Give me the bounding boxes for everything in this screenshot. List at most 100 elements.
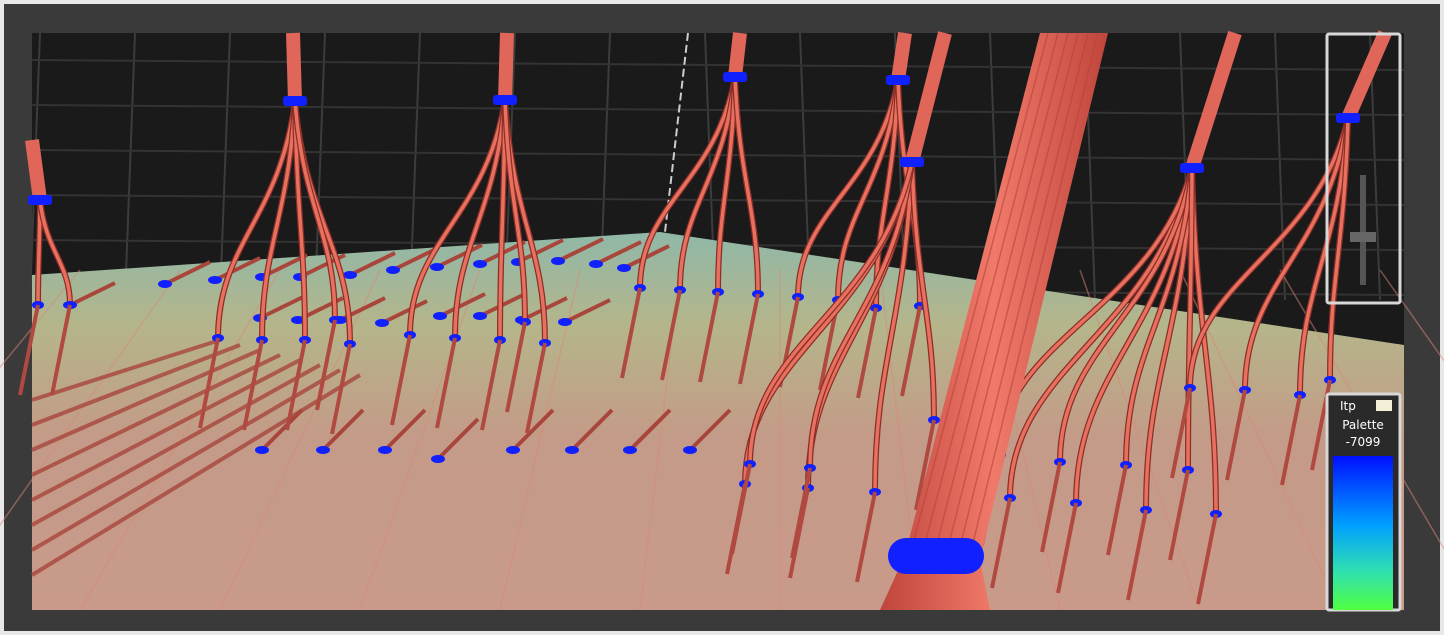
well-branch — [748, 161, 914, 465]
lateral — [31, 343, 241, 427]
ground-grid — [499, 269, 581, 611]
trunk-strand — [969, 32, 1099, 556]
well-branch — [293, 100, 337, 321]
lateral — [259, 294, 306, 320]
palette-swatch[interactable] — [1376, 400, 1392, 411]
well-branch — [836, 79, 900, 301]
well-marker — [430, 263, 444, 271]
well-trunk — [891, 31, 912, 82]
trunk-strand — [921, 32, 1059, 556]
slider-track — [1360, 175, 1366, 285]
lateral — [349, 251, 396, 277]
slider-thumb[interactable] — [1350, 232, 1376, 242]
well-branch — [503, 99, 527, 323]
lateral — [439, 292, 486, 318]
lateral — [738, 293, 760, 385]
junction-ring — [900, 157, 924, 167]
lateral — [688, 408, 732, 452]
well-marker — [565, 446, 579, 454]
lateral — [856, 307, 878, 399]
trunk-strand — [933, 32, 1069, 556]
well-branch — [678, 76, 737, 291]
well-branch — [1298, 117, 1350, 396]
well-trunk — [25, 139, 47, 201]
well-trunk — [286, 32, 302, 102]
lateral — [30, 373, 362, 577]
wall-grid — [31, 59, 1405, 71]
well-marker — [291, 316, 305, 324]
wall-grid — [31, 104, 1405, 116]
lateral — [517, 238, 564, 264]
lateral — [511, 408, 555, 452]
well-branch — [408, 99, 507, 336]
well-marker — [316, 446, 330, 454]
well-branch — [1144, 167, 1194, 511]
lateral — [315, 319, 337, 411]
well-trunk — [728, 32, 747, 78]
well-marker — [558, 318, 572, 326]
junction-ring — [493, 95, 517, 105]
well-marker — [431, 455, 445, 463]
well-branch — [216, 100, 297, 339]
wall-grid — [219, 32, 231, 301]
lateral — [525, 342, 547, 434]
well-branch — [873, 161, 914, 493]
lateral — [50, 304, 72, 396]
well-marker — [506, 446, 520, 454]
well-marker — [255, 446, 269, 454]
well-branch — [1058, 167, 1194, 463]
lateral — [18, 304, 40, 396]
lateral — [660, 289, 682, 381]
lateral — [505, 321, 527, 413]
lateral — [1170, 387, 1192, 479]
lateral — [383, 408, 427, 452]
ground-grid — [359, 269, 481, 611]
lateral — [1126, 509, 1148, 601]
junction-ring — [888, 538, 984, 574]
junction-ring — [1180, 163, 1204, 173]
trunk-strand — [945, 32, 1079, 556]
ground-grid — [219, 269, 381, 611]
well-branch — [1328, 117, 1350, 381]
lateral — [855, 491, 877, 583]
lateral — [628, 408, 672, 452]
well-branch — [260, 100, 297, 341]
well-branch — [1186, 167, 1194, 471]
lateral — [321, 408, 365, 452]
axis-edge — [664, 32, 689, 233]
lateral — [570, 408, 614, 452]
well-trunk — [905, 31, 952, 164]
well-branch — [796, 79, 900, 298]
lateral — [436, 243, 483, 269]
lateral — [30, 368, 342, 552]
lateral — [436, 417, 480, 461]
well-branch — [1074, 167, 1194, 504]
well-branch — [1190, 167, 1218, 515]
well-trunk — [1185, 30, 1242, 171]
lateral — [31, 363, 321, 527]
well-marker — [375, 319, 389, 327]
palette-field: Itp — [1340, 399, 1356, 413]
lateral — [1106, 464, 1128, 556]
ground-grid — [0, 269, 181, 527]
trunk-strand — [957, 32, 1089, 556]
lateral — [1280, 394, 1302, 486]
lateral — [1056, 502, 1078, 594]
well-branch — [453, 99, 507, 339]
well-branch — [1188, 117, 1350, 389]
well-marker — [378, 446, 392, 454]
lateral — [595, 240, 642, 266]
well-marker — [208, 276, 222, 284]
palette-legend: Itp Palette -7099 — [1325, 392, 1402, 612]
lateral — [698, 291, 720, 383]
ground-grid — [79, 269, 281, 611]
lateral — [381, 299, 428, 325]
lateral — [730, 463, 752, 555]
lateral — [1040, 461, 1062, 553]
junction-ring — [886, 75, 910, 85]
lateral — [620, 287, 642, 379]
palette-bar — [1333, 456, 1393, 610]
lateral — [164, 260, 211, 286]
lateral — [330, 343, 352, 435]
lateral — [285, 339, 307, 431]
